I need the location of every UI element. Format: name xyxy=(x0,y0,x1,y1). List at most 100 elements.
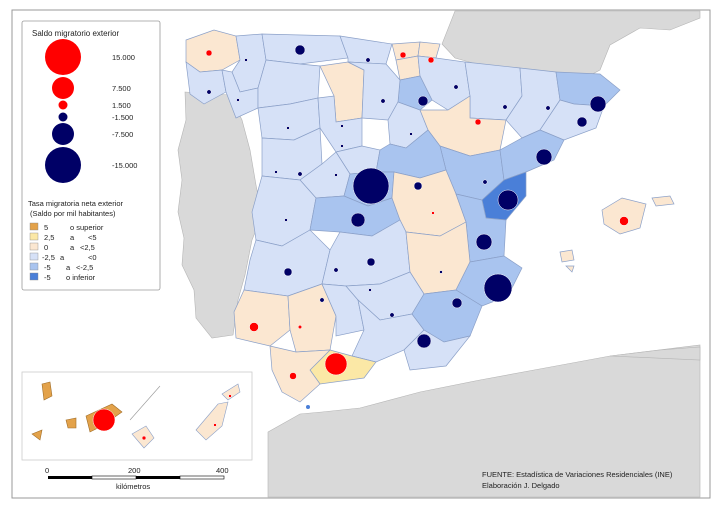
legend-class-from-0: 5 xyxy=(44,223,48,232)
island-la-palma xyxy=(41,381,53,401)
circle-tenerife xyxy=(92,408,116,432)
circle-salamanca xyxy=(297,171,303,177)
circle-castellon xyxy=(497,189,519,211)
circle-lugo xyxy=(244,58,248,62)
legend-class-mid-5: o inferior xyxy=(66,273,96,282)
legend-class-from-1: 2,5 xyxy=(44,233,54,242)
circle-lleida xyxy=(545,105,551,111)
circle-alicante xyxy=(483,273,513,303)
circle-tarragona xyxy=(535,148,553,166)
legend-class-from-4: -5 xyxy=(44,263,51,272)
balance-circles xyxy=(92,44,629,441)
circle-sevilla xyxy=(297,324,303,330)
circle-barcelona xyxy=(576,116,588,128)
inset-divider xyxy=(129,385,161,421)
circle-navarra xyxy=(453,84,459,90)
circle-murcia xyxy=(451,297,463,309)
circle-cadiz xyxy=(289,372,297,380)
circle-guadalajara xyxy=(413,181,423,191)
scale-seg-4 xyxy=(179,475,225,480)
circle-albacete xyxy=(439,270,443,274)
legend-swatch-2 xyxy=(29,242,39,251)
legend-rate-subtitle: (Saldo por mil habitantes) xyxy=(30,209,116,218)
circle-cuenca xyxy=(431,211,435,215)
circle-ciudad-real-west xyxy=(333,267,339,273)
island-lanzarote xyxy=(221,383,241,401)
circle-ourense xyxy=(236,98,240,102)
legend-class-mid-4: a xyxy=(66,263,71,272)
circle-asturias xyxy=(294,44,306,56)
legend-swatch-1 xyxy=(29,232,39,241)
source-line-2: Elaboración J. Delgado xyxy=(482,481,560,490)
legend-class-to-4: <-2,5 xyxy=(76,263,93,272)
island-formentera xyxy=(565,265,575,273)
circle-almeria xyxy=(416,333,432,349)
legend-rate-title: Tasa migratoria neta exterior xyxy=(28,199,124,208)
legend-class-to-2: <2,5 xyxy=(80,243,95,252)
circle-guipuzcoa xyxy=(427,56,435,64)
legend-class-mid-0: o superior xyxy=(70,223,104,232)
circle-la-rioja xyxy=(417,95,429,107)
island-mallorca xyxy=(601,197,647,235)
circle-girona xyxy=(589,95,607,113)
balearic-islands xyxy=(559,195,675,273)
scale-seg-3 xyxy=(136,476,180,479)
legend-circle-label-15000: 15.000 xyxy=(112,53,135,62)
legend-circle-label-m15000: -15.000 xyxy=(112,161,137,170)
canary-inset xyxy=(21,371,253,461)
source-line-1: FUENTE: Estadística de Variaciones Resid… xyxy=(482,470,673,479)
circle-badajoz xyxy=(283,267,293,277)
scale-seg-1 xyxy=(48,476,92,479)
legend-class-to-1: <5 xyxy=(88,233,97,242)
legend-circle-7500 xyxy=(52,77,74,99)
circle-gran-canaria xyxy=(141,435,147,441)
legend-circle-m1500 xyxy=(58,112,68,122)
legend-rate-rows: 5 o superior 2,5 a <5 0 a <2,5 -2,5 a <0… xyxy=(29,222,104,282)
province-cadiz xyxy=(269,345,331,403)
circle-ciudad-real xyxy=(366,257,376,267)
legend-class-mid-2: a xyxy=(70,243,75,252)
circle-pontevedra xyxy=(206,89,212,95)
legend-circle-label-1500: 1.500 xyxy=(112,101,131,110)
legend-class-from-2: 0 xyxy=(44,243,48,252)
circle-vizcaya xyxy=(399,51,407,59)
africa-land-east xyxy=(609,346,701,361)
circle-huesca xyxy=(502,104,508,110)
legend-circle-label-m1500: -1.500 xyxy=(112,113,133,122)
legend-swatch-4 xyxy=(29,262,39,271)
legend-class-to-3: <0 xyxy=(88,253,97,262)
legend-circle-1500 xyxy=(58,100,68,110)
island-el-hierro xyxy=(31,429,43,441)
legend-swatch-3 xyxy=(29,252,39,261)
spain-provinces xyxy=(185,29,621,403)
circle-mallorca xyxy=(619,216,629,226)
legend-circles-title: Saldo migratorio exterior xyxy=(32,29,119,38)
circle-valladolid xyxy=(340,144,344,148)
portugal-land xyxy=(177,91,263,339)
circle-teruel xyxy=(482,179,488,185)
map-frame xyxy=(11,9,711,499)
legend-circle-m15000 xyxy=(45,147,81,183)
legend: Saldo migratorio exterior 15.000 7.500 1… xyxy=(21,20,161,291)
scale-unit: kilómetros xyxy=(116,482,150,491)
circle-granada xyxy=(389,312,395,318)
circle-cordoba xyxy=(319,297,325,303)
scale-tick-200: 200 xyxy=(128,466,141,475)
ceuta-marker xyxy=(306,405,310,409)
island-la-gomera xyxy=(65,417,77,429)
circle-madrid xyxy=(352,167,390,205)
circle-huelva xyxy=(249,322,259,332)
scale-tick-0: 0 xyxy=(45,466,49,475)
circle-burgos xyxy=(380,98,386,104)
circle-malaga xyxy=(324,352,348,376)
legend-circle-label-m7500: -7.500 xyxy=(112,130,133,139)
circle-lanzarote xyxy=(228,394,232,398)
circle-jaen xyxy=(368,288,372,292)
legend-circle-15000 xyxy=(45,39,81,75)
scale-tick-400: 400 xyxy=(216,466,229,475)
circle-caceres xyxy=(284,218,288,222)
circle-zamora xyxy=(286,126,290,130)
morocco-land xyxy=(267,344,701,498)
scale-bar: 0 200 400 kilómetros xyxy=(45,466,229,491)
